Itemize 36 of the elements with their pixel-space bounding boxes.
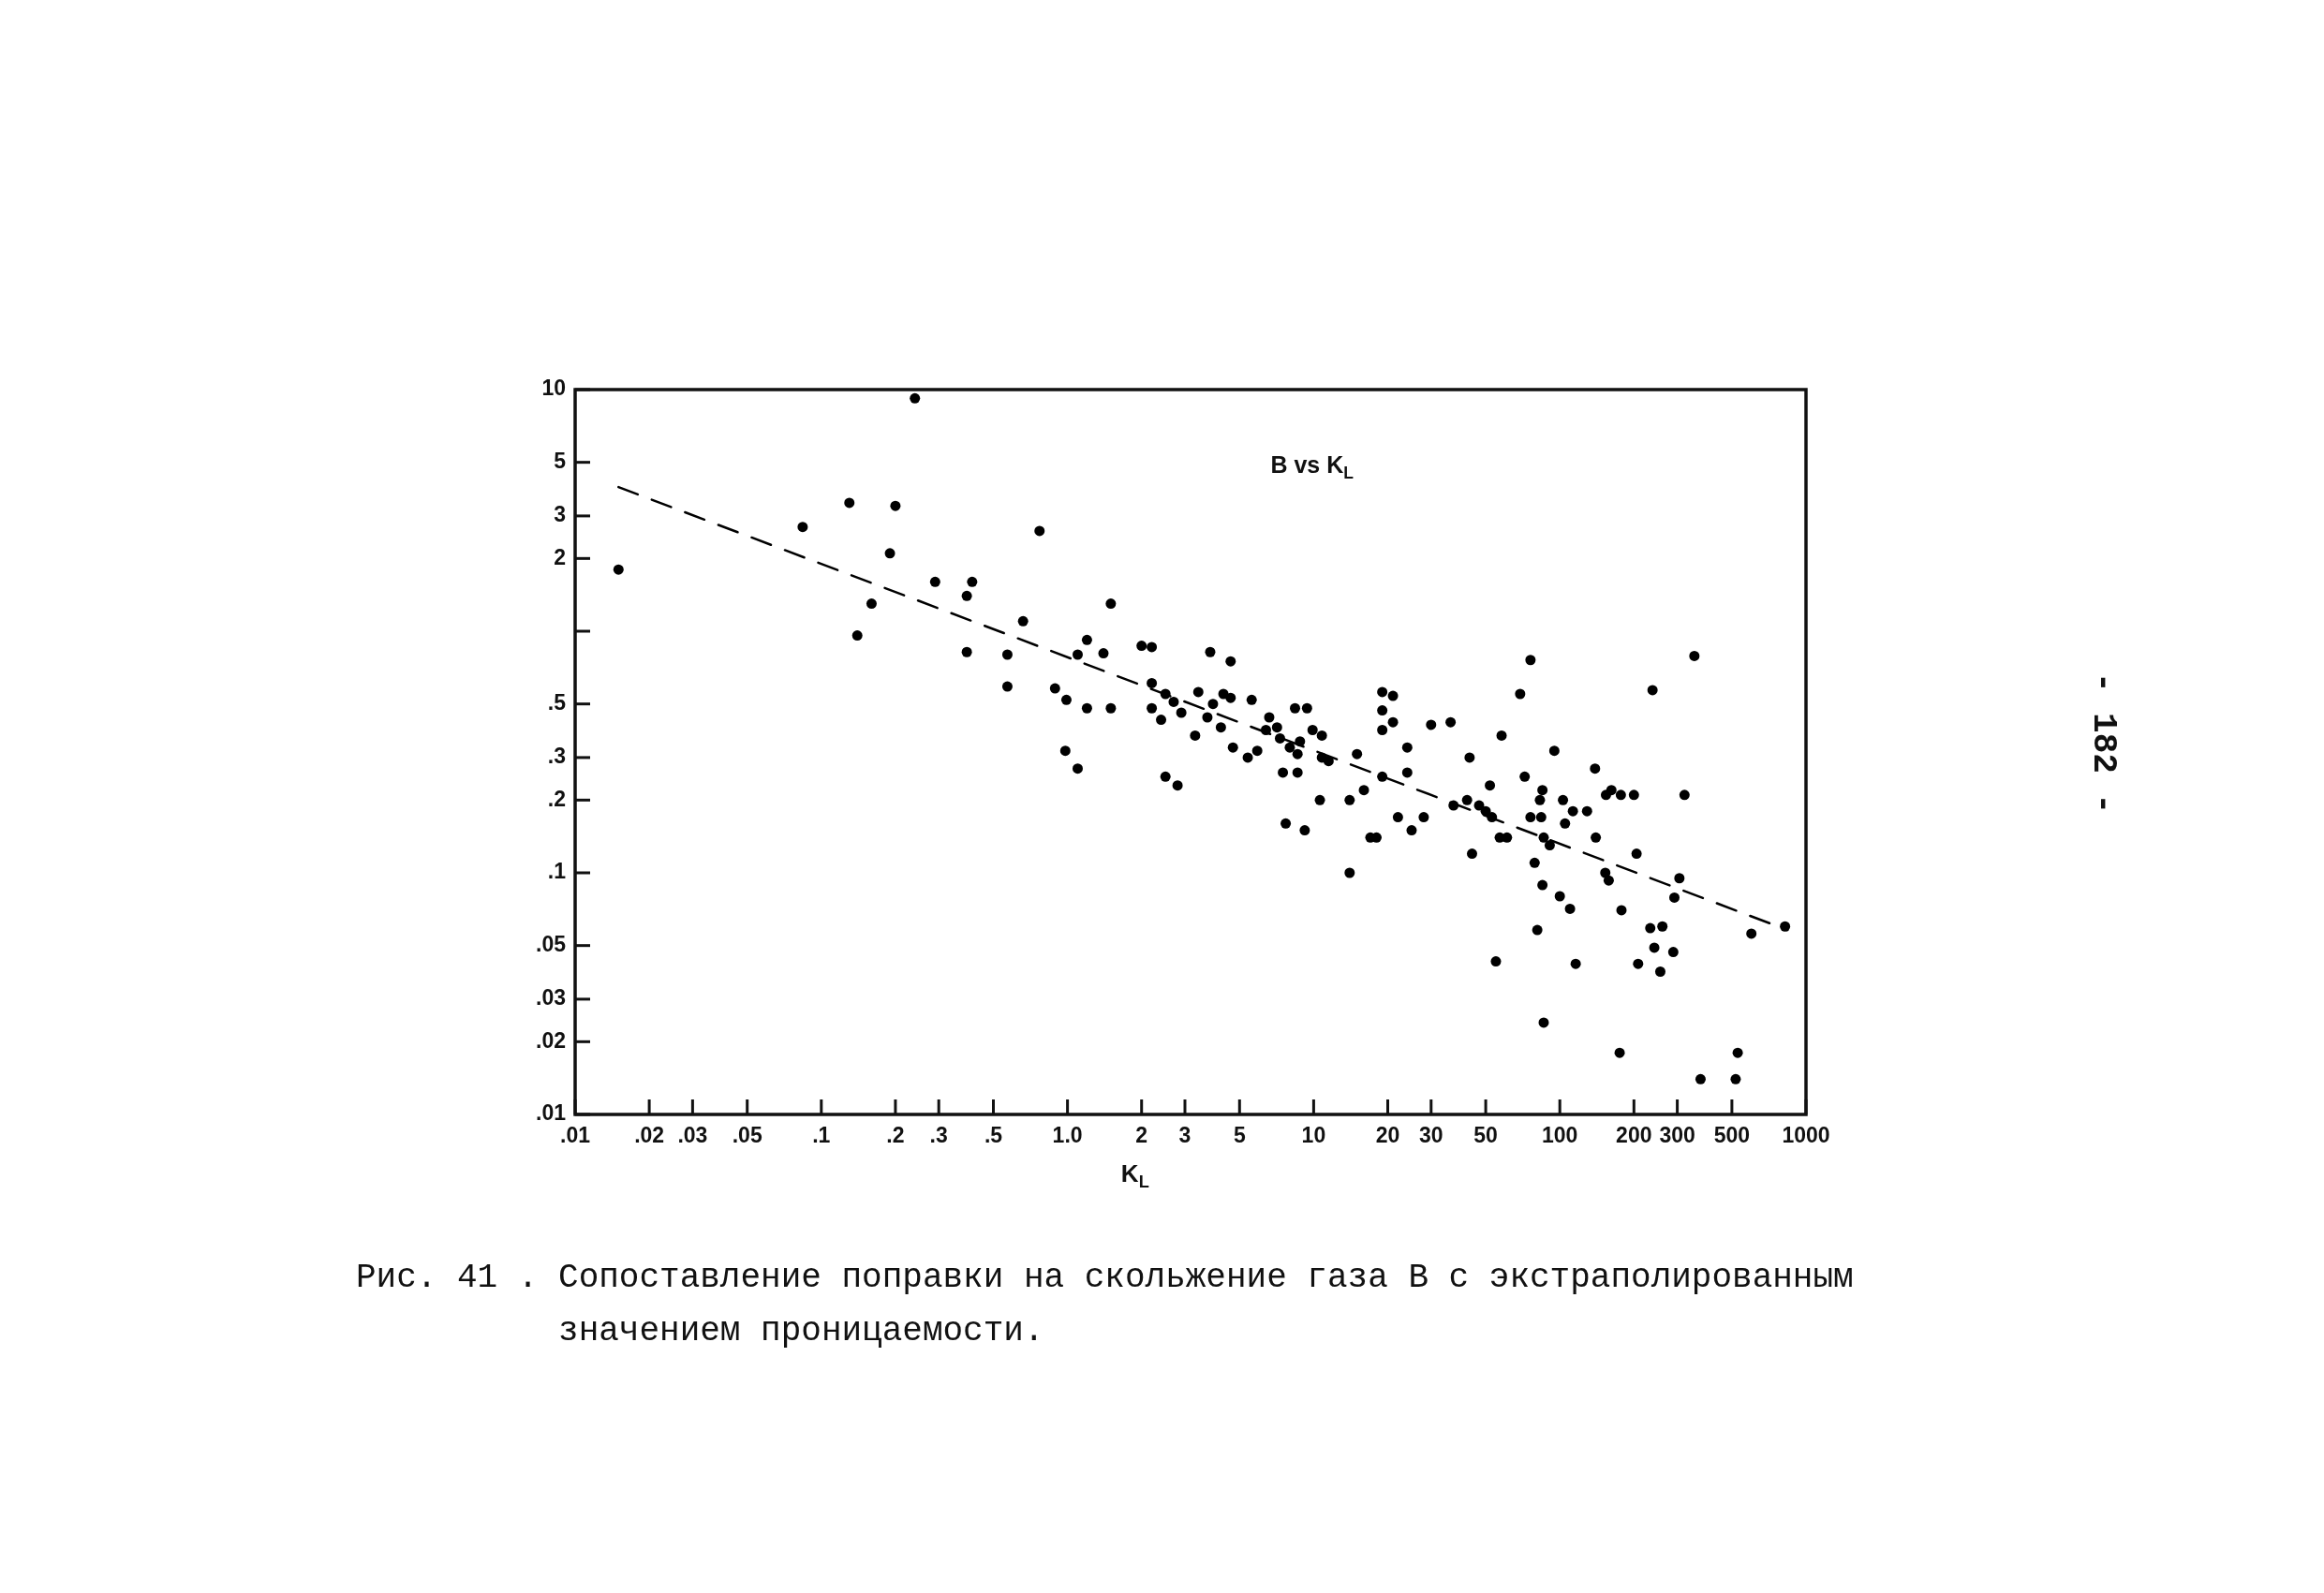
y-tick-label: .5 [547,690,567,715]
x-tick-label: 100 [1542,1123,1578,1148]
x-tick-label: .2 [886,1123,905,1148]
y-tick-label: 5 [554,449,567,474]
x-tick-label: 10 [1301,1123,1326,1148]
x-axis-title: K$_{L}$ [1120,1159,1149,1193]
text: Рис. 41 . Сопоставление поправки на скольжение газа В с экстраполированным значением проницаемости. [356,1258,1854,1352]
x-tick-label: .3 [929,1123,948,1148]
x-tick-label: .5 [984,1123,1003,1148]
y-tick-label: .3 [547,744,566,769]
x-tick-label: .02 [634,1123,665,1148]
y-tick-label: .01 [536,1100,567,1126]
x-tick-label: 2 [1135,1123,1148,1148]
x-tick-label: 5 [1233,1123,1246,1148]
y-tick-label: .1 [547,859,567,884]
x-tick-label: 30 [1418,1123,1443,1148]
x-tick-label: 200 [1616,1123,1652,1148]
annotation: B vs K$_{L}$ [1270,450,1354,483]
y-tick-label: .2 [547,786,566,811]
x-tick-label: .05 [732,1123,762,1148]
y-tick-label: 3 [554,502,566,527]
x-tick-label: 1000 [1782,1123,1830,1148]
x-tick-label: 3 [1178,1123,1192,1148]
x-tick-label: 1.0 [1052,1123,1083,1148]
x-tick-label: 300 [1659,1123,1695,1148]
x-tick-label: .1 [812,1123,831,1148]
text: - 182 - [2083,671,2123,814]
y-tick-label: 10 [541,376,566,401]
x-tick-label: 20 [1375,1123,1400,1148]
y-tick-label: 2 [554,544,566,569]
y-tick-label: .05 [536,932,567,957]
x-tick-label: .03 [677,1123,708,1148]
y-tick-label: .02 [536,1027,566,1053]
x-tick-label: 500 [1713,1123,1751,1148]
x-tick-label: 50 [1473,1123,1498,1148]
y-tick-label: .03 [536,985,566,1010]
